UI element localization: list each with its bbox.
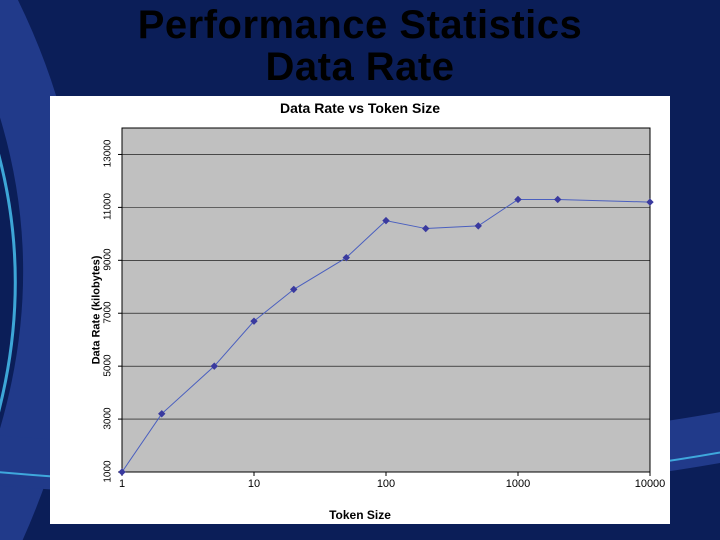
y-axis-label: Data Rate (kilobytes) <box>90 256 102 365</box>
y-tick-label: 11000 <box>103 187 114 227</box>
title-line-2: Data Rate <box>265 45 454 89</box>
chart-plot <box>112 122 660 492</box>
y-tick-label: 5000 <box>103 346 114 386</box>
x-tick-label: 100 <box>366 478 406 490</box>
slide-title: Performance Statistics Data Rate <box>0 4 720 88</box>
x-tick-label: 10 <box>234 478 274 490</box>
x-tick-label: 1 <box>102 478 142 490</box>
title-line-1: Performance Statistics <box>138 3 583 47</box>
x-tick-label: 10000 <box>630 478 670 490</box>
x-tick-label: 1000 <box>498 478 538 490</box>
y-tick-label: 3000 <box>103 399 114 439</box>
chart-title: Data Rate vs Token Size <box>50 100 670 116</box>
y-tick-label: 9000 <box>103 240 114 280</box>
chart-container: Data Rate vs Token Size Data Rate (kilob… <box>50 96 670 524</box>
y-tick-label: 13000 <box>103 134 114 174</box>
slide: Performance Statistics Data Rate Data Ra… <box>0 0 720 540</box>
x-axis-label: Token Size <box>50 508 670 522</box>
y-tick-label: 7000 <box>103 293 114 333</box>
